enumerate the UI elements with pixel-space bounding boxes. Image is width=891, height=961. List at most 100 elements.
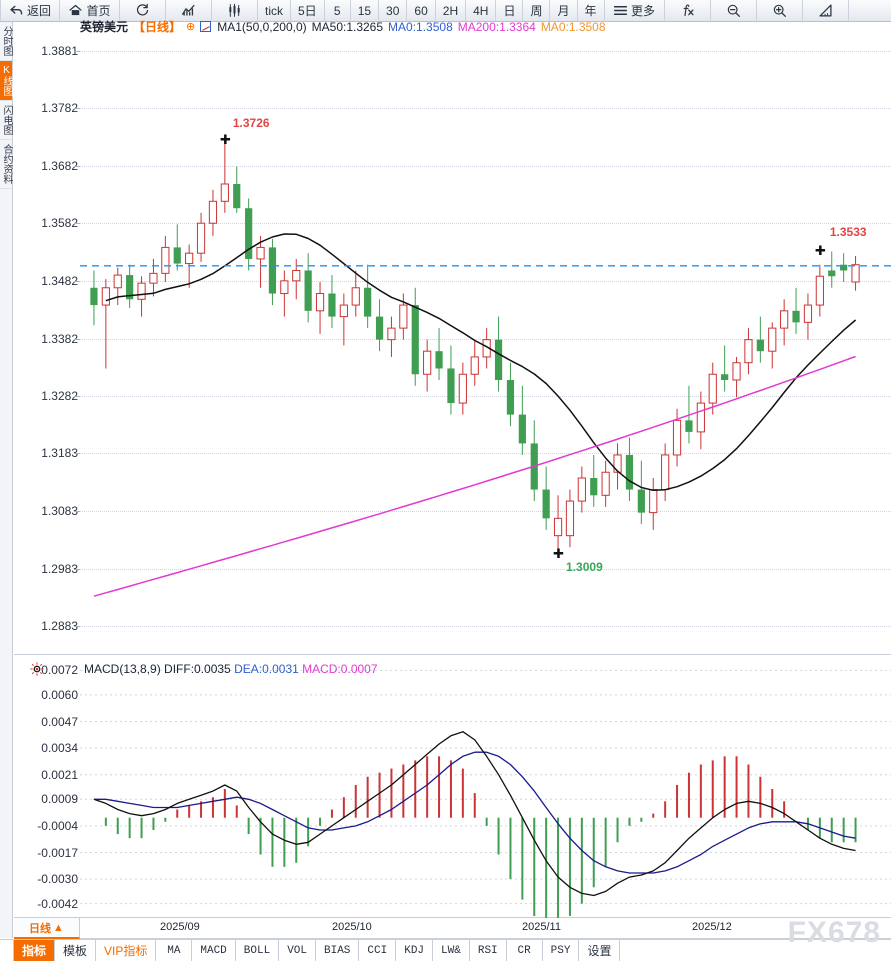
price-axis-tick	[74, 626, 80, 628]
period-year-button[interactable]: 年	[578, 0, 605, 21]
tab-cr-label: CR	[517, 944, 531, 957]
refresh-button[interactable]	[120, 0, 166, 21]
tab-cr[interactable]: CR	[507, 940, 543, 961]
fx-button[interactable]	[665, 0, 711, 21]
candlestick-icon	[229, 3, 240, 17]
tab-vol[interactable]: VOL	[279, 940, 316, 961]
price-gridline	[80, 396, 891, 398]
back-arrow-icon	[10, 5, 23, 15]
ma200-value: MA200:1.3364	[457, 19, 536, 34]
ma0-orange-value: MA0:1.3508	[540, 19, 606, 34]
period-tab-caret-icon: ▲	[53, 921, 64, 934]
refresh-icon	[136, 3, 149, 16]
add-symbol-icon[interactable]: ⊕	[186, 21, 196, 33]
period-week-button[interactable]: 周	[523, 0, 551, 21]
sidebar-item-contract[interactable]: 合约资料	[0, 140, 12, 189]
price-gridline	[80, 107, 891, 109]
home-button[interactable]: 首页	[60, 0, 120, 21]
macd-axis-label: 0.0060	[41, 687, 78, 702]
period-5day-button[interactable]: 5日	[291, 0, 325, 21]
tick-button[interactable]: tick	[258, 0, 291, 21]
macd-axis-label: -0.0030	[37, 872, 78, 887]
tab-macd-label: MACD	[200, 944, 227, 957]
period-2h-button[interactable]: 2H	[436, 0, 467, 21]
period-label: 【日线】	[133, 20, 182, 34]
tab-indicators-label: 指标	[22, 944, 47, 958]
top-toolbar: 返回 首页 tick 5日 5 15 30 60 2H 4H 日周月年 更多	[0, 0, 891, 22]
tab-psy[interactable]: PSY	[543, 940, 580, 961]
macd-panel[interactable]: MACD(13,8,9) DIFF:0.0035 DEA:0.0031 MACD…	[14, 656, 891, 925]
tab-lwr[interactable]: LW&	[433, 940, 470, 961]
low-cross-marker: ✚	[553, 545, 564, 561]
sidebar-item-kline-label: K线图	[1, 65, 12, 96]
tab-indicators[interactable]: 指标	[14, 940, 56, 961]
price-axis-tick	[74, 396, 80, 398]
price-axis-tick	[74, 338, 80, 340]
macd-params-label: MACD(13,8,9)	[84, 662, 161, 676]
tab-boll[interactable]: BOLL	[236, 940, 280, 961]
period-15-button-label: 15	[357, 3, 372, 18]
indicator-button[interactable]	[212, 0, 258, 21]
tab-kdj[interactable]: KDJ	[396, 940, 434, 961]
price-axis-tick	[74, 165, 80, 167]
indicator-settings-icon[interactable]	[200, 21, 212, 32]
period-week-button-label: 周	[530, 3, 543, 18]
zoom-in-button[interactable]	[757, 0, 803, 21]
macd-axis-label: 0.0047	[41, 714, 78, 729]
tab-rsi[interactable]: RSI	[470, 940, 507, 961]
period-month-button[interactable]: 月	[550, 0, 578, 21]
date-axis-label: 2025/10	[332, 921, 372, 933]
date-axis: 2025/09 2025/10 2025/11 2025/12	[14, 918, 891, 939]
sidebar-item-lightning[interactable]: 闪电图	[0, 101, 12, 140]
period-5-button[interactable]: 5	[325, 0, 351, 21]
macd-plot-area[interactable]	[80, 656, 891, 925]
price-gridline	[80, 165, 891, 167]
period-day-button[interactable]: 日	[496, 0, 524, 21]
tab-vol-label: VOL	[287, 944, 307, 957]
zoom-out-button[interactable]	[711, 0, 757, 21]
macd-svg	[80, 669, 891, 925]
macd-dea-value: DEA:0.0031	[234, 662, 299, 676]
zoom-out-icon	[727, 4, 740, 17]
period-60-button-label: 60	[414, 3, 428, 18]
high-price-annotation: 1.3726	[232, 116, 270, 131]
period-30-button[interactable]: 30	[379, 0, 408, 21]
ruler-icon	[818, 4, 832, 17]
period-15-button[interactable]: 15	[351, 0, 380, 21]
period-4h-button[interactable]: 4H	[466, 0, 497, 21]
price-gridline	[80, 568, 891, 570]
period-tab-daily[interactable]: 日线 ▲	[14, 918, 80, 939]
tab-templates[interactable]: 模板	[55, 940, 97, 961]
sidebar-item-kline[interactable]: K线图	[0, 61, 12, 101]
tab-ma[interactable]: MA	[156, 940, 193, 961]
tab-rsi-label: RSI	[477, 944, 498, 957]
period-60-button[interactable]: 60	[407, 0, 436, 21]
price-axis-label: 1.3282	[41, 389, 78, 404]
period-year-button-label: 年	[584, 3, 597, 18]
price-axis-label: 1.3083	[41, 503, 78, 518]
tab-bias[interactable]: BIAS	[316, 940, 360, 961]
more-button[interactable]: 更多	[605, 0, 665, 21]
macd-settings-icon[interactable]	[30, 662, 44, 676]
price-axis-label: 1.3582	[41, 216, 78, 231]
price-axis-label: 1.3482	[41, 273, 78, 288]
price-plot-area[interactable]	[80, 22, 891, 655]
macd-axis-label: 0.0021	[41, 767, 78, 782]
back-button[interactable]: 返回	[0, 0, 60, 21]
tab-boll-label: BOLL	[243, 944, 271, 957]
price-axis-tick	[74, 50, 80, 52]
price-chart-panel[interactable]: 1.3881 1.3782 1.3682 1.3582 1.3482 1.3382 1.32…	[14, 22, 891, 655]
tab-bias-label: BIAS	[324, 944, 351, 957]
bottom-toolbar: 指标 模板 VIP指标 MA MACD BOLL VOL BIAS CCI KDJ LW& RSI CR…	[0, 939, 891, 961]
tab-macd[interactable]: MACD	[192, 940, 236, 961]
last-cross-marker: ✚	[814, 243, 826, 259]
tab-settings[interactable]: 设置	[579, 940, 621, 961]
chart-type-button[interactable]	[166, 0, 212, 21]
period-month-button-label: 月	[557, 3, 570, 18]
ma50-value: MA50:1.3265	[311, 19, 384, 34]
measure-button[interactable]	[803, 0, 849, 21]
sidebar-item-timeline[interactable]: 分时图	[0, 22, 12, 61]
price-axis-tick	[74, 568, 80, 570]
tab-cci[interactable]: CCI	[359, 940, 397, 961]
tab-vip-indicators[interactable]: VIP指标	[96, 940, 157, 961]
